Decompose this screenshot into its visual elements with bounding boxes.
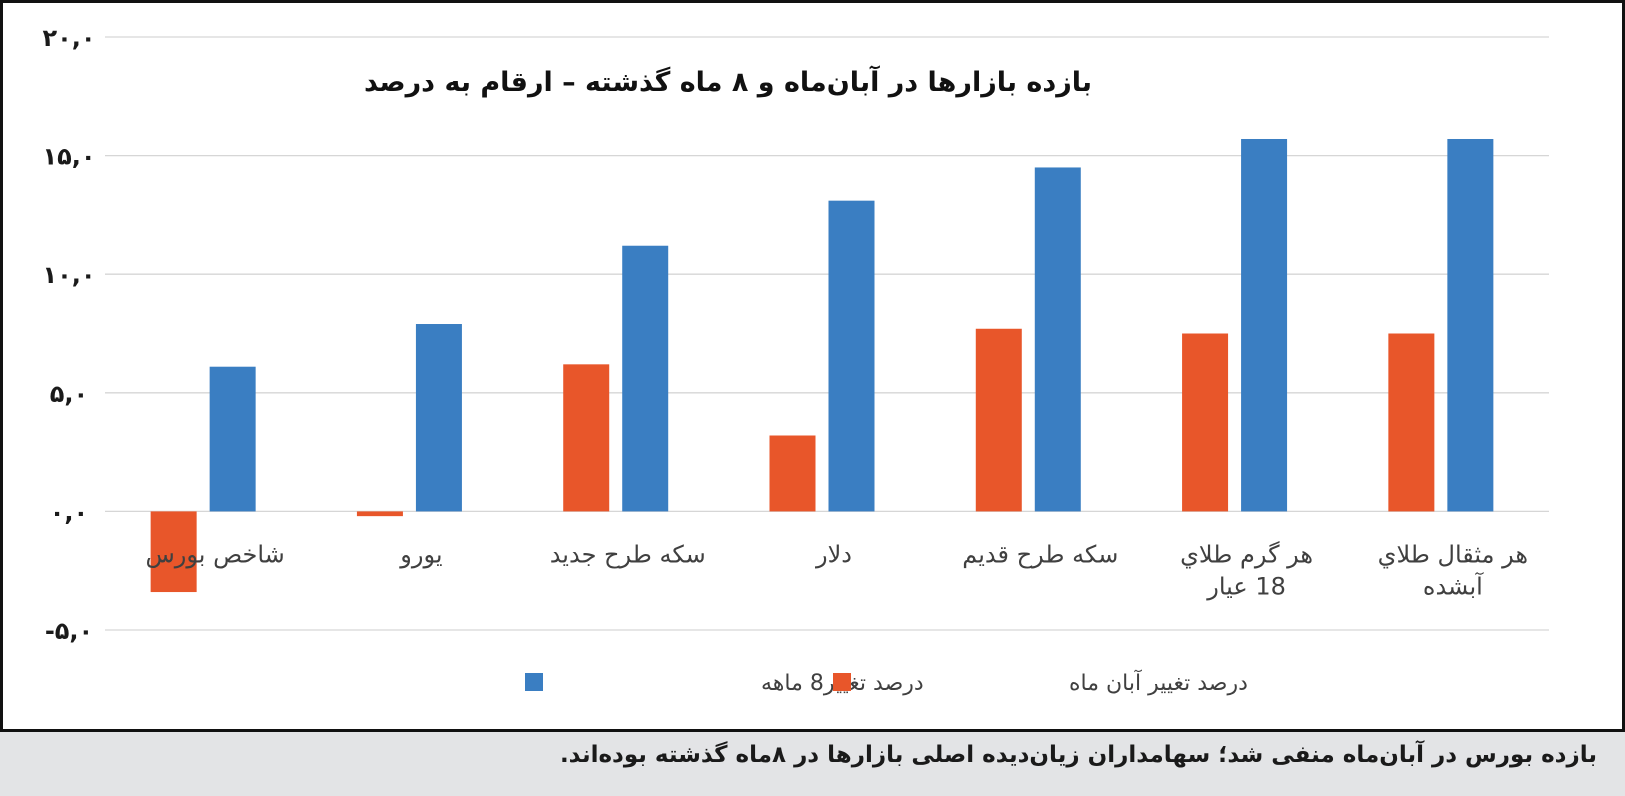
legend-label: درصد تغییر آبان ماه bbox=[1069, 669, 1248, 696]
caption-text: بازده بورس در آبان‌ماه منفی شد؛ سهامدارا… bbox=[559, 742, 1597, 768]
bar-aban bbox=[769, 435, 816, 512]
x-category-label-line: آبشده bbox=[1423, 571, 1484, 600]
bar-8-month bbox=[828, 200, 875, 512]
chart-title: بازده بازارها در آبان‌ماه و ۸ ماه گذشته … bbox=[364, 65, 1092, 98]
bar-8-month bbox=[1034, 167, 1081, 512]
y-tick-label: ۱۵,۰ bbox=[42, 143, 95, 171]
bar-8-month bbox=[1241, 138, 1288, 512]
bar-aban bbox=[563, 364, 610, 512]
legend-swatch bbox=[833, 673, 851, 691]
x-category-label-line: هر گرم طلاي bbox=[1180, 540, 1313, 568]
bar-8-month bbox=[209, 366, 256, 512]
y-tick-label: ۱۰,۰ bbox=[42, 261, 95, 289]
legend-swatch bbox=[525, 673, 543, 691]
bar-chart: -۵,۰ ۰,۰ ۵,۰ ۱۰,۰ ۱۵,۰ ۲۰,۰ بازده بازارها در آ… bbox=[42, 24, 1549, 696]
x-category-label-line: سکه طرح جدید bbox=[550, 540, 706, 568]
y-tick-label: ۰,۰ bbox=[50, 498, 88, 526]
y-tick-label: ۵,۰ bbox=[50, 380, 88, 408]
bar-aban bbox=[1182, 333, 1229, 512]
x-category-label: هر گرم طلاي 18 عيار bbox=[1180, 540, 1313, 600]
x-category-label: سکه طرح جدید bbox=[550, 540, 706, 568]
x-category-label-line: شاخص بورس bbox=[146, 540, 285, 568]
y-tick-label: -۵,۰ bbox=[45, 617, 93, 645]
y-tick-label: ۲۰,۰ bbox=[42, 24, 95, 52]
bar-aban bbox=[150, 511, 197, 593]
x-category-label-line: سکه طرح قدیم bbox=[962, 540, 1118, 568]
x-category-label-line: 18 عيار bbox=[1206, 572, 1286, 600]
bar-aban bbox=[975, 328, 1022, 512]
x-category-label-line: یورو bbox=[399, 540, 442, 568]
x-category-label-line: دلار bbox=[815, 540, 852, 568]
x-category-label: شاخص بورس bbox=[146, 540, 285, 568]
bar-8-month bbox=[1447, 138, 1494, 512]
x-category-label-line: هر مثقال طلاي bbox=[1378, 540, 1528, 568]
caption-bar: بازده بورس در آبان‌ماه منفی شد؛ سهامدارا… bbox=[0, 732, 1625, 796]
chart-frame: -۵,۰ ۰,۰ ۵,۰ ۱۰,۰ ۱۵,۰ ۲۰,۰ بازده بازارها در آ… bbox=[0, 0, 1625, 732]
x-category-label: یورو bbox=[399, 540, 442, 568]
x-category-label: سکه طرح قدیم bbox=[962, 540, 1118, 568]
bar-8-month bbox=[622, 245, 669, 512]
bar-aban bbox=[356, 511, 403, 517]
bar-aban bbox=[1388, 333, 1435, 512]
x-category-label: هر مثقال طلاي آبشده bbox=[1378, 540, 1528, 600]
x-category-label: دلار bbox=[815, 540, 852, 568]
bar-8-month bbox=[415, 324, 462, 512]
